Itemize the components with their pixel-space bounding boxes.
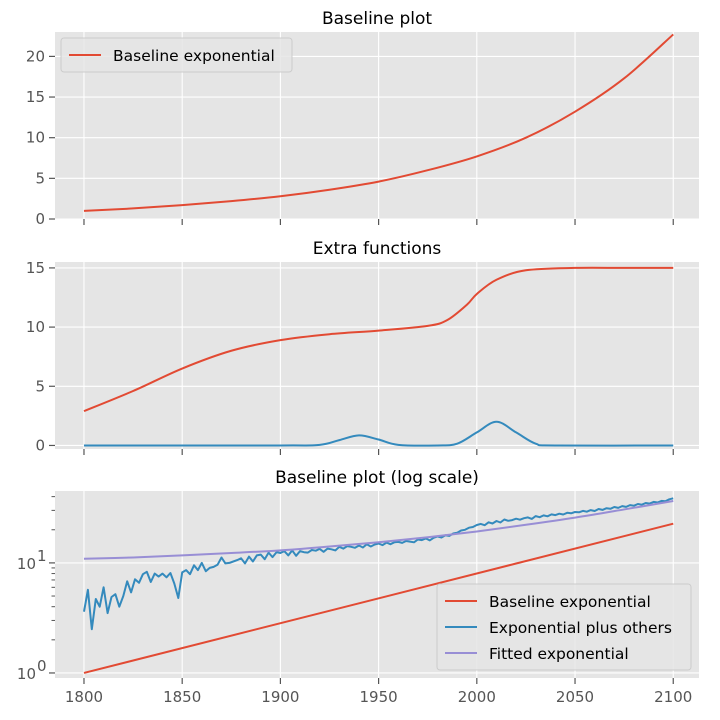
series-line-1 [83,497,674,631]
series-line-1 [83,420,674,447]
ticks: 0 5 10 15 [26,259,674,455]
x-tick-label: 2000 [458,688,496,706]
ticks: 0 5 10 15 20 [26,47,674,228]
legend-box [60,37,293,73]
legend-label: Baseline exponential [489,593,651,611]
series-line-0 [83,266,674,413]
chart-title: Baseline plot [322,9,432,29]
series-line-0 [83,33,674,212]
x-tick-label: 2100 [654,688,692,706]
y-tick-label: 10 [17,665,36,683]
legend: Baseline exponential Exponential plus oth… [436,583,692,671]
y-tick-label: 10 [26,129,45,147]
x-tick-label: 1850 [163,688,201,706]
y-tick-label: 15 [26,259,45,277]
y-tick-label: 5 [35,169,45,187]
legend-label: Exponential plus others [489,619,672,637]
y-tick-label: 10 [26,318,45,336]
axes-background [55,262,699,449]
y-tick-label: 10 [17,555,36,573]
y-tick-label: 5 [35,377,45,395]
y-tick-label: 15 [26,88,45,106]
legend-label: Baseline exponential [113,47,275,65]
y-tick-exponent: 1 [37,547,47,565]
legend-label: Fitted exponential [489,645,629,663]
series-group [83,33,674,212]
legend-box [436,583,692,671]
y-tick-label: 0 [35,436,45,454]
series-group [83,497,674,674]
x-tick-label: 1950 [360,688,398,706]
x-tick-label: 2050 [556,688,594,706]
chart-title: Baseline plot (log scale) [275,468,479,488]
y-tick-label: 0 [35,210,45,228]
y-tick-exponent: 0 [37,657,47,675]
x-tick-label: 1800 [65,688,103,706]
legend: Baseline exponential [60,37,293,73]
series-line-0 [83,522,674,674]
y-tick-label: 20 [26,47,45,65]
panel-baseline-plot: 0 5 10 15 20 Baseline plot Baseline exponent… [26,9,699,228]
panel-extra-functions: 0 5 10 15 Extra functions [26,239,699,455]
chart-title: Extra functions [313,239,442,259]
x-tick-label: 1900 [261,688,299,706]
series-group [83,266,674,447]
series-line-2 [83,500,674,560]
